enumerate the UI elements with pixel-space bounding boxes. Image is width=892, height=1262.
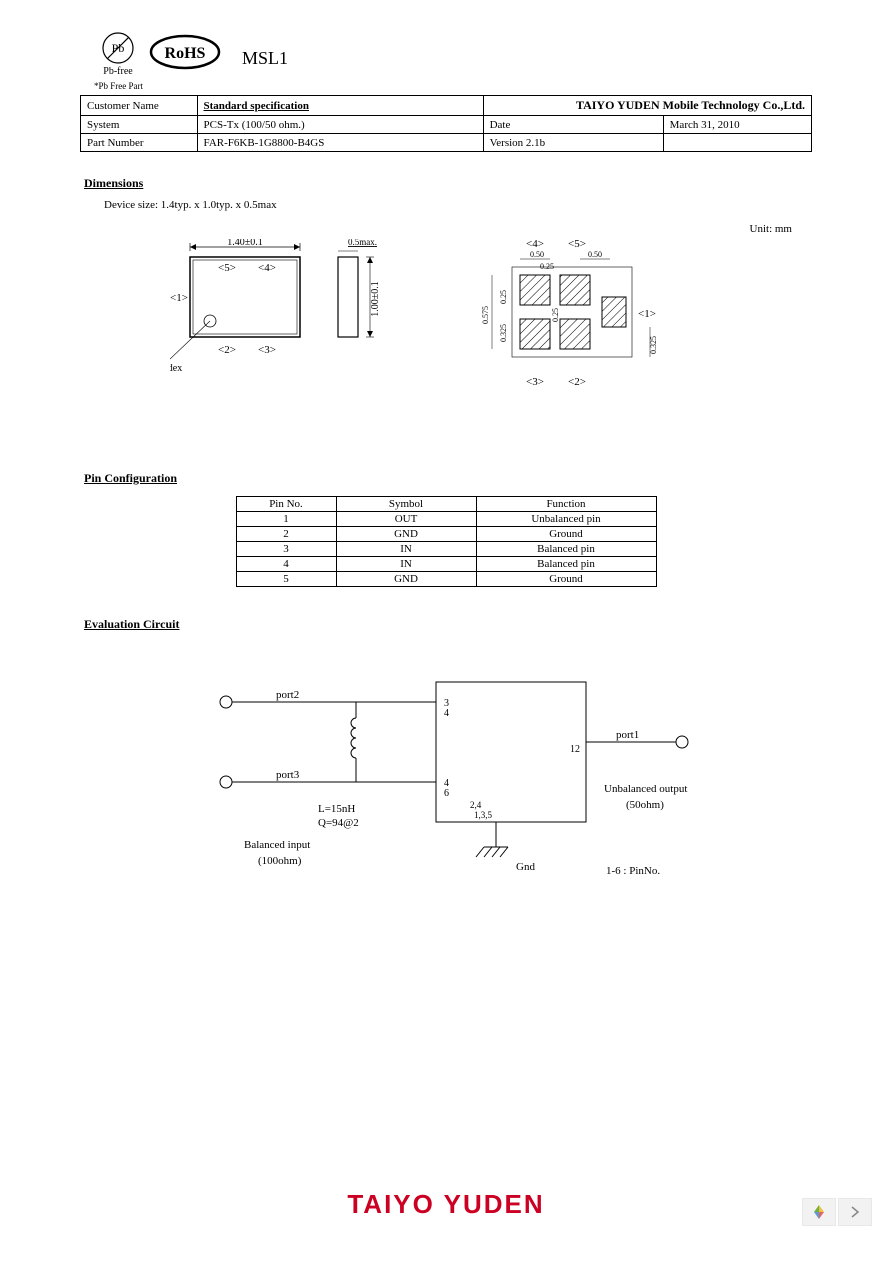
pin-th-fn: Function	[476, 497, 656, 512]
pb-free-label: Pb-free	[103, 66, 132, 77]
svg-text:(50ohm): (50ohm)	[626, 799, 664, 811]
pb-free-icon: Pb	[100, 30, 136, 66]
svg-text:12: 12	[570, 744, 580, 755]
svg-text:<3>: <3>	[526, 376, 544, 388]
svg-text:<3>: <3>	[258, 344, 276, 356]
circuit-diagram: port2 3 4 port3 4 6 port1 12 1,3,	[166, 652, 726, 922]
info-table: Customer Name Standard specification TAI…	[80, 95, 812, 152]
cell-stdspec: Standard specification	[197, 96, 483, 116]
pin-th-no: Pin No.	[236, 497, 336, 512]
pin-row: 4INBalanced pin	[236, 557, 656, 572]
corner-nav	[802, 1198, 872, 1226]
svg-text:0.5max.: 0.5max.	[348, 239, 377, 247]
svg-text:Unbalanced output: Unbalanced output	[604, 783, 687, 795]
svg-text:<4>: <4>	[258, 262, 276, 274]
pin-row: 5GNDGround	[236, 572, 656, 587]
svg-text:0.575: 0.575	[481, 306, 490, 324]
home-icon[interactable]	[802, 1198, 836, 1226]
svg-text:6: 6	[444, 788, 449, 799]
svg-text:port1: port1	[616, 729, 639, 741]
svg-text:0.50: 0.50	[588, 250, 602, 259]
svg-text:<1>: <1>	[638, 308, 656, 320]
svg-text:port2: port2	[276, 689, 299, 701]
cell-version: Version 2.1b	[483, 134, 663, 152]
cell-company: TAIYO YUDEN Mobile Technology Co.,Ltd.	[483, 96, 811, 116]
svg-text:4: 4	[444, 708, 449, 719]
dimensions-figure: Unit: mm 1.40±0.1 <5> <4> <1> <2> <3> in…	[80, 217, 812, 447]
cell-date-val: March 31, 2010	[663, 116, 811, 134]
svg-text:2,4: 2,4	[470, 800, 482, 810]
cell-system-val: PCS-Tx (100/50 ohm.)	[197, 116, 483, 134]
svg-text:Pb: Pb	[112, 41, 125, 55]
dimensions-heading: Dimensions	[84, 176, 812, 191]
svg-text:1,3,5: 1,3,5	[474, 810, 493, 820]
rohs-icon: RoHS	[148, 32, 222, 72]
cell-customer-label: Customer Name	[81, 96, 198, 116]
pb-free-badge: Pb Pb-free	[100, 30, 136, 77]
svg-text:<2>: <2>	[568, 376, 586, 388]
top-view-drawing: 1.40±0.1 <5> <4> <1> <2> <3> index	[170, 239, 330, 419]
cell-partno-label: Part Number	[81, 134, 198, 152]
svg-text:0.25: 0.25	[551, 308, 560, 322]
next-page-button[interactable]	[838, 1198, 872, 1226]
svg-text:1.40±0.1: 1.40±0.1	[227, 239, 263, 248]
svg-text:0.325: 0.325	[649, 336, 658, 354]
msl-label: MSL1	[242, 48, 288, 69]
svg-text:L=15nH: L=15nH	[318, 803, 355, 815]
svg-text:0.325: 0.325	[499, 324, 508, 342]
taiyo-yuden-logo: TAIYO YUDEN	[0, 1189, 892, 1220]
pin-row: 1OUTUnbalanced pin	[236, 512, 656, 527]
device-size-text: Device size: 1.4typ. x 1.0typ. x 0.5max	[104, 199, 812, 211]
svg-text:Q=94@2: Q=94@2	[318, 817, 359, 829]
pin-row: 3INBalanced pin	[236, 542, 656, 557]
svg-text:1.00±0.1: 1.00±0.1	[370, 281, 381, 317]
cell-system-label: System	[81, 116, 198, 134]
footprint-drawing: <4> <5> <1> <3> <2> 0.50 0.50 0.25 0.575…	[440, 227, 700, 437]
svg-text:<2>: <2>	[218, 344, 236, 356]
svg-text:<1>: <1>	[170, 292, 188, 304]
svg-text:RoHS: RoHS	[165, 45, 206, 62]
eval-circuit-heading: Evaluation Circuit	[84, 617, 812, 632]
pin-config-heading: Pin Configuration	[84, 471, 812, 486]
badges-row: Pb Pb-free RoHS MSL1	[100, 30, 812, 77]
svg-text:<4>: <4>	[526, 238, 544, 250]
chevron-right-icon	[850, 1206, 860, 1218]
svg-text:index: index	[170, 363, 182, 374]
pin-row: 2GNDGround	[236, 527, 656, 542]
svg-text:port3: port3	[276, 769, 300, 781]
svg-text:1-6 : PinNo.: 1-6 : PinNo.	[606, 865, 660, 877]
pin-config-table: Pin No. Symbol Function 1OUTUnbalanced p…	[236, 496, 657, 587]
svg-text:(100ohm): (100ohm)	[258, 855, 302, 867]
unit-label: Unit: mm	[750, 223, 792, 235]
cell-empty	[663, 134, 811, 152]
svg-text:<5>: <5>	[568, 238, 586, 250]
rohs-badge: RoHS	[148, 32, 222, 77]
pb-footnote: *Pb Free Part	[94, 81, 812, 91]
cell-date-label: Date	[483, 116, 663, 134]
svg-text:0.25: 0.25	[499, 290, 508, 304]
cell-partno-val: FAR-F6KB-1G8800-B4GS	[197, 134, 483, 152]
side-view-drawing: 0.5max. 1.00±0.1	[330, 239, 410, 379]
svg-text:0.25: 0.25	[540, 262, 554, 271]
svg-text:<5>: <5>	[218, 262, 236, 274]
svg-text:0.50: 0.50	[530, 250, 544, 259]
evaluation-circuit: port2 3 4 port3 4 6 port1 12 1,3,	[80, 652, 812, 932]
pin-th-sym: Symbol	[336, 497, 476, 512]
svg-text:Balanced input: Balanced input	[244, 839, 310, 851]
svg-text:Gnd: Gnd	[516, 861, 535, 873]
